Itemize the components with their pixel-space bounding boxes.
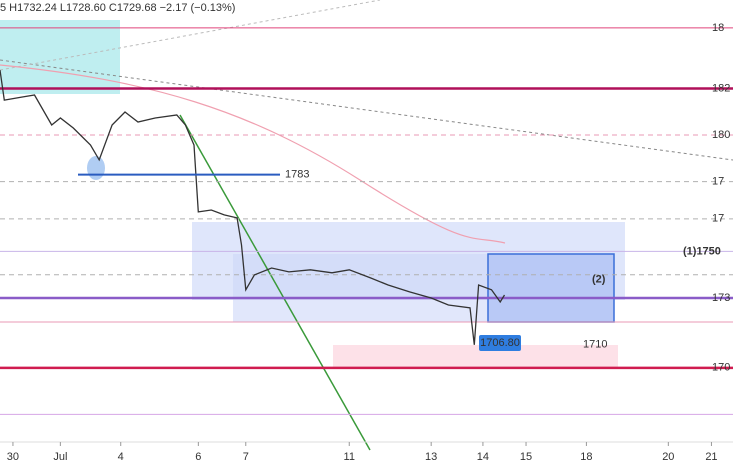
x-tick-label: 11: [344, 451, 355, 463]
x-tick-label: 7: [243, 451, 249, 463]
x-tick-label: 4: [118, 451, 124, 463]
annotation: (2): [592, 273, 606, 285]
annotation: 1710: [583, 338, 607, 350]
x-tick-label: 13: [425, 451, 437, 463]
trend-line: [179, 114, 371, 451]
y-tick-label: 180: [712, 129, 730, 141]
annotation: (1)1750: [683, 245, 721, 257]
y-tick-label: 18: [712, 22, 724, 34]
moving-average: [0, 64, 506, 244]
x-tick-label: 20: [662, 451, 674, 463]
x-tick-label: Jul: [53, 451, 67, 463]
price-line: [0, 70, 506, 345]
target-zone: [333, 345, 618, 367]
annotation: 1783: [285, 169, 309, 181]
target-box: [487, 253, 615, 323]
trend-line: [0, 59, 733, 161]
highlight-zone: [0, 20, 120, 94]
x-tick-label: 15: [520, 451, 532, 463]
x-tick-label: 6: [195, 451, 201, 463]
annotation: 1706.80: [480, 337, 520, 349]
marker: [87, 156, 105, 180]
y-tick-label: 182: [712, 82, 730, 94]
y-tick-label: 17: [712, 213, 724, 225]
x-tick-label: 30: [7, 451, 19, 463]
price-callout: [479, 335, 521, 351]
ohlc-header: 5 H1732.24 L1728.60 C1729.68 −2.17 (−0.1…: [0, 2, 235, 14]
x-tick-label: 14: [477, 451, 489, 463]
y-tick-label: 170: [712, 362, 730, 374]
y-tick-label: 17: [712, 175, 724, 187]
y-tick-label: 173: [712, 292, 730, 304]
trend-line: [0, 0, 381, 71]
x-tick-label: 21: [705, 451, 717, 463]
x-tick-label: 18: [580, 451, 592, 463]
